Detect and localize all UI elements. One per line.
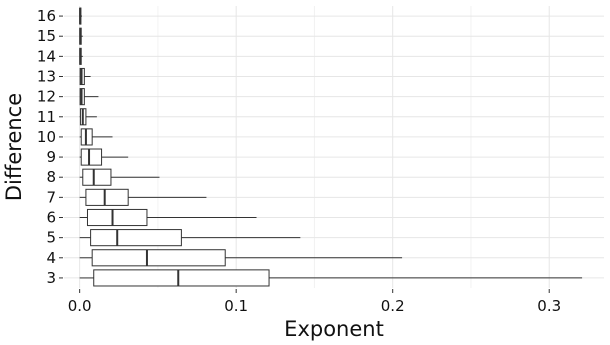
y-tick-label: 13	[37, 68, 56, 86]
x-tick-label: 0.2	[381, 297, 405, 315]
y-tick-label: 11	[37, 108, 56, 126]
box-10	[79, 128, 113, 146]
box-rect	[90, 229, 182, 247]
y-tick-label: 14	[37, 47, 56, 65]
box-9	[79, 148, 129, 166]
box-rect	[93, 269, 270, 287]
box-16	[79, 7, 82, 25]
y-tick-label: 16	[37, 7, 56, 25]
y-axis: 3 4 5 6 7 8 9 10 11 12 13 14 15 16	[37, 7, 63, 287]
box-rect	[86, 208, 148, 227]
y-tick-label: 12	[37, 88, 56, 106]
box-rect	[91, 249, 226, 267]
box-rect	[80, 148, 103, 166]
box-13	[79, 67, 91, 86]
y-tick-label: 15	[37, 27, 56, 45]
x-axis-title: Exponent	[284, 317, 384, 341]
boxes	[79, 7, 583, 287]
y-tick-label: 8	[46, 168, 56, 186]
box-15	[79, 27, 83, 45]
box-rect	[85, 188, 129, 206]
box-6	[79, 208, 257, 227]
y-tick-label: 7	[46, 188, 56, 206]
x-axis: 0.0 0.1 0.2 0.3	[68, 289, 561, 315]
box-8	[79, 168, 160, 186]
x-tick-label: 0.0	[68, 297, 92, 315]
y-axis-title: Difference	[2, 93, 26, 201]
box-14	[79, 47, 83, 65]
y-tick-label: 9	[46, 148, 56, 166]
y-tick-label: 3	[46, 269, 56, 287]
box-4	[79, 249, 403, 267]
box-7	[79, 188, 207, 206]
box-12	[79, 88, 99, 106]
y-tick-label: 10	[37, 128, 56, 146]
box-5	[79, 229, 301, 247]
y-tick-label: 5	[46, 229, 56, 247]
box-rect	[82, 168, 112, 186]
y-tick-label: 4	[46, 249, 56, 267]
x-tick-label: 0.3	[537, 297, 561, 315]
box-3	[79, 269, 583, 287]
box-11	[79, 108, 97, 126]
y-tick-label: 6	[46, 209, 56, 227]
x-tick-label: 0.1	[224, 297, 248, 315]
